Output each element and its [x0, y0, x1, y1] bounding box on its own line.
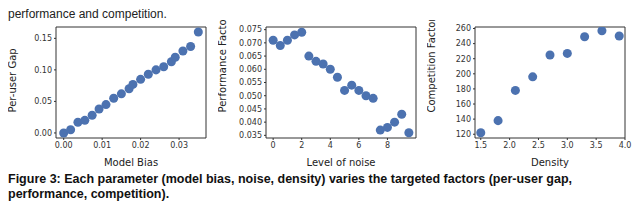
svg-text:Density: Density — [531, 157, 569, 168]
svg-text:2: 2 — [299, 141, 304, 150]
svg-text:0.02: 0.02 — [132, 141, 150, 150]
svg-text:0.03: 0.03 — [170, 141, 188, 150]
svg-text:0.00: 0.00 — [34, 129, 52, 138]
svg-text:0.050: 0.050 — [239, 92, 262, 101]
svg-text:0.075: 0.075 — [239, 25, 262, 34]
svg-text:8: 8 — [384, 141, 389, 150]
svg-text:240: 240 — [456, 39, 471, 48]
svg-text:3.5: 3.5 — [590, 141, 603, 150]
svg-text:Level of noise: Level of noise — [306, 157, 375, 168]
svg-text:0.15: 0.15 — [34, 34, 52, 43]
svg-text:0.035: 0.035 — [239, 131, 262, 140]
svg-text:180: 180 — [456, 85, 471, 94]
svg-text:0.10: 0.10 — [34, 66, 52, 75]
svg-text:200: 200 — [456, 70, 471, 79]
svg-text:220: 220 — [456, 55, 471, 64]
svg-text:0.01: 0.01 — [93, 141, 111, 150]
svg-text:Performance Factor: Performance Factor — [218, 20, 228, 113]
svg-text:4.0: 4.0 — [619, 141, 632, 150]
html-text:performance and competition.: performance and competition. — [8, 7, 167, 21]
svg-text:0.070: 0.070 — [239, 39, 262, 48]
svg-text:0.065: 0.065 — [239, 52, 262, 61]
svg-text:120: 120 — [456, 130, 471, 139]
html-text:Figure 3: Each parameter (mode: Figure 3: Each parameter (model bias, no… — [8, 172, 573, 201]
svg-text:0.060: 0.060 — [239, 65, 262, 74]
svg-text:Model Bias: Model Bias — [104, 157, 158, 168]
svg-text:3.0: 3.0 — [561, 141, 574, 150]
svg-text:0: 0 — [270, 141, 275, 150]
svg-text:1.5: 1.5 — [474, 141, 487, 150]
svg-text:0.00: 0.00 — [55, 141, 73, 150]
svg-text:4: 4 — [327, 141, 332, 150]
svg-text:140: 140 — [456, 115, 471, 124]
svg-text:Competition Factor: Competition Factor — [427, 20, 437, 113]
svg-text:2.0: 2.0 — [503, 141, 516, 150]
svg-text:0.055: 0.055 — [239, 78, 262, 87]
svg-text:2.5: 2.5 — [532, 141, 545, 150]
svg-text:6: 6 — [356, 141, 361, 150]
svg-text:0.045: 0.045 — [239, 105, 262, 114]
svg-text:260: 260 — [456, 24, 471, 33]
svg-text:Per-user Gap: Per-user Gap — [8, 48, 18, 112]
svg-text:160: 160 — [456, 100, 471, 109]
svg-text:0.05: 0.05 — [34, 97, 52, 106]
svg-text:0.040: 0.040 — [239, 118, 262, 127]
